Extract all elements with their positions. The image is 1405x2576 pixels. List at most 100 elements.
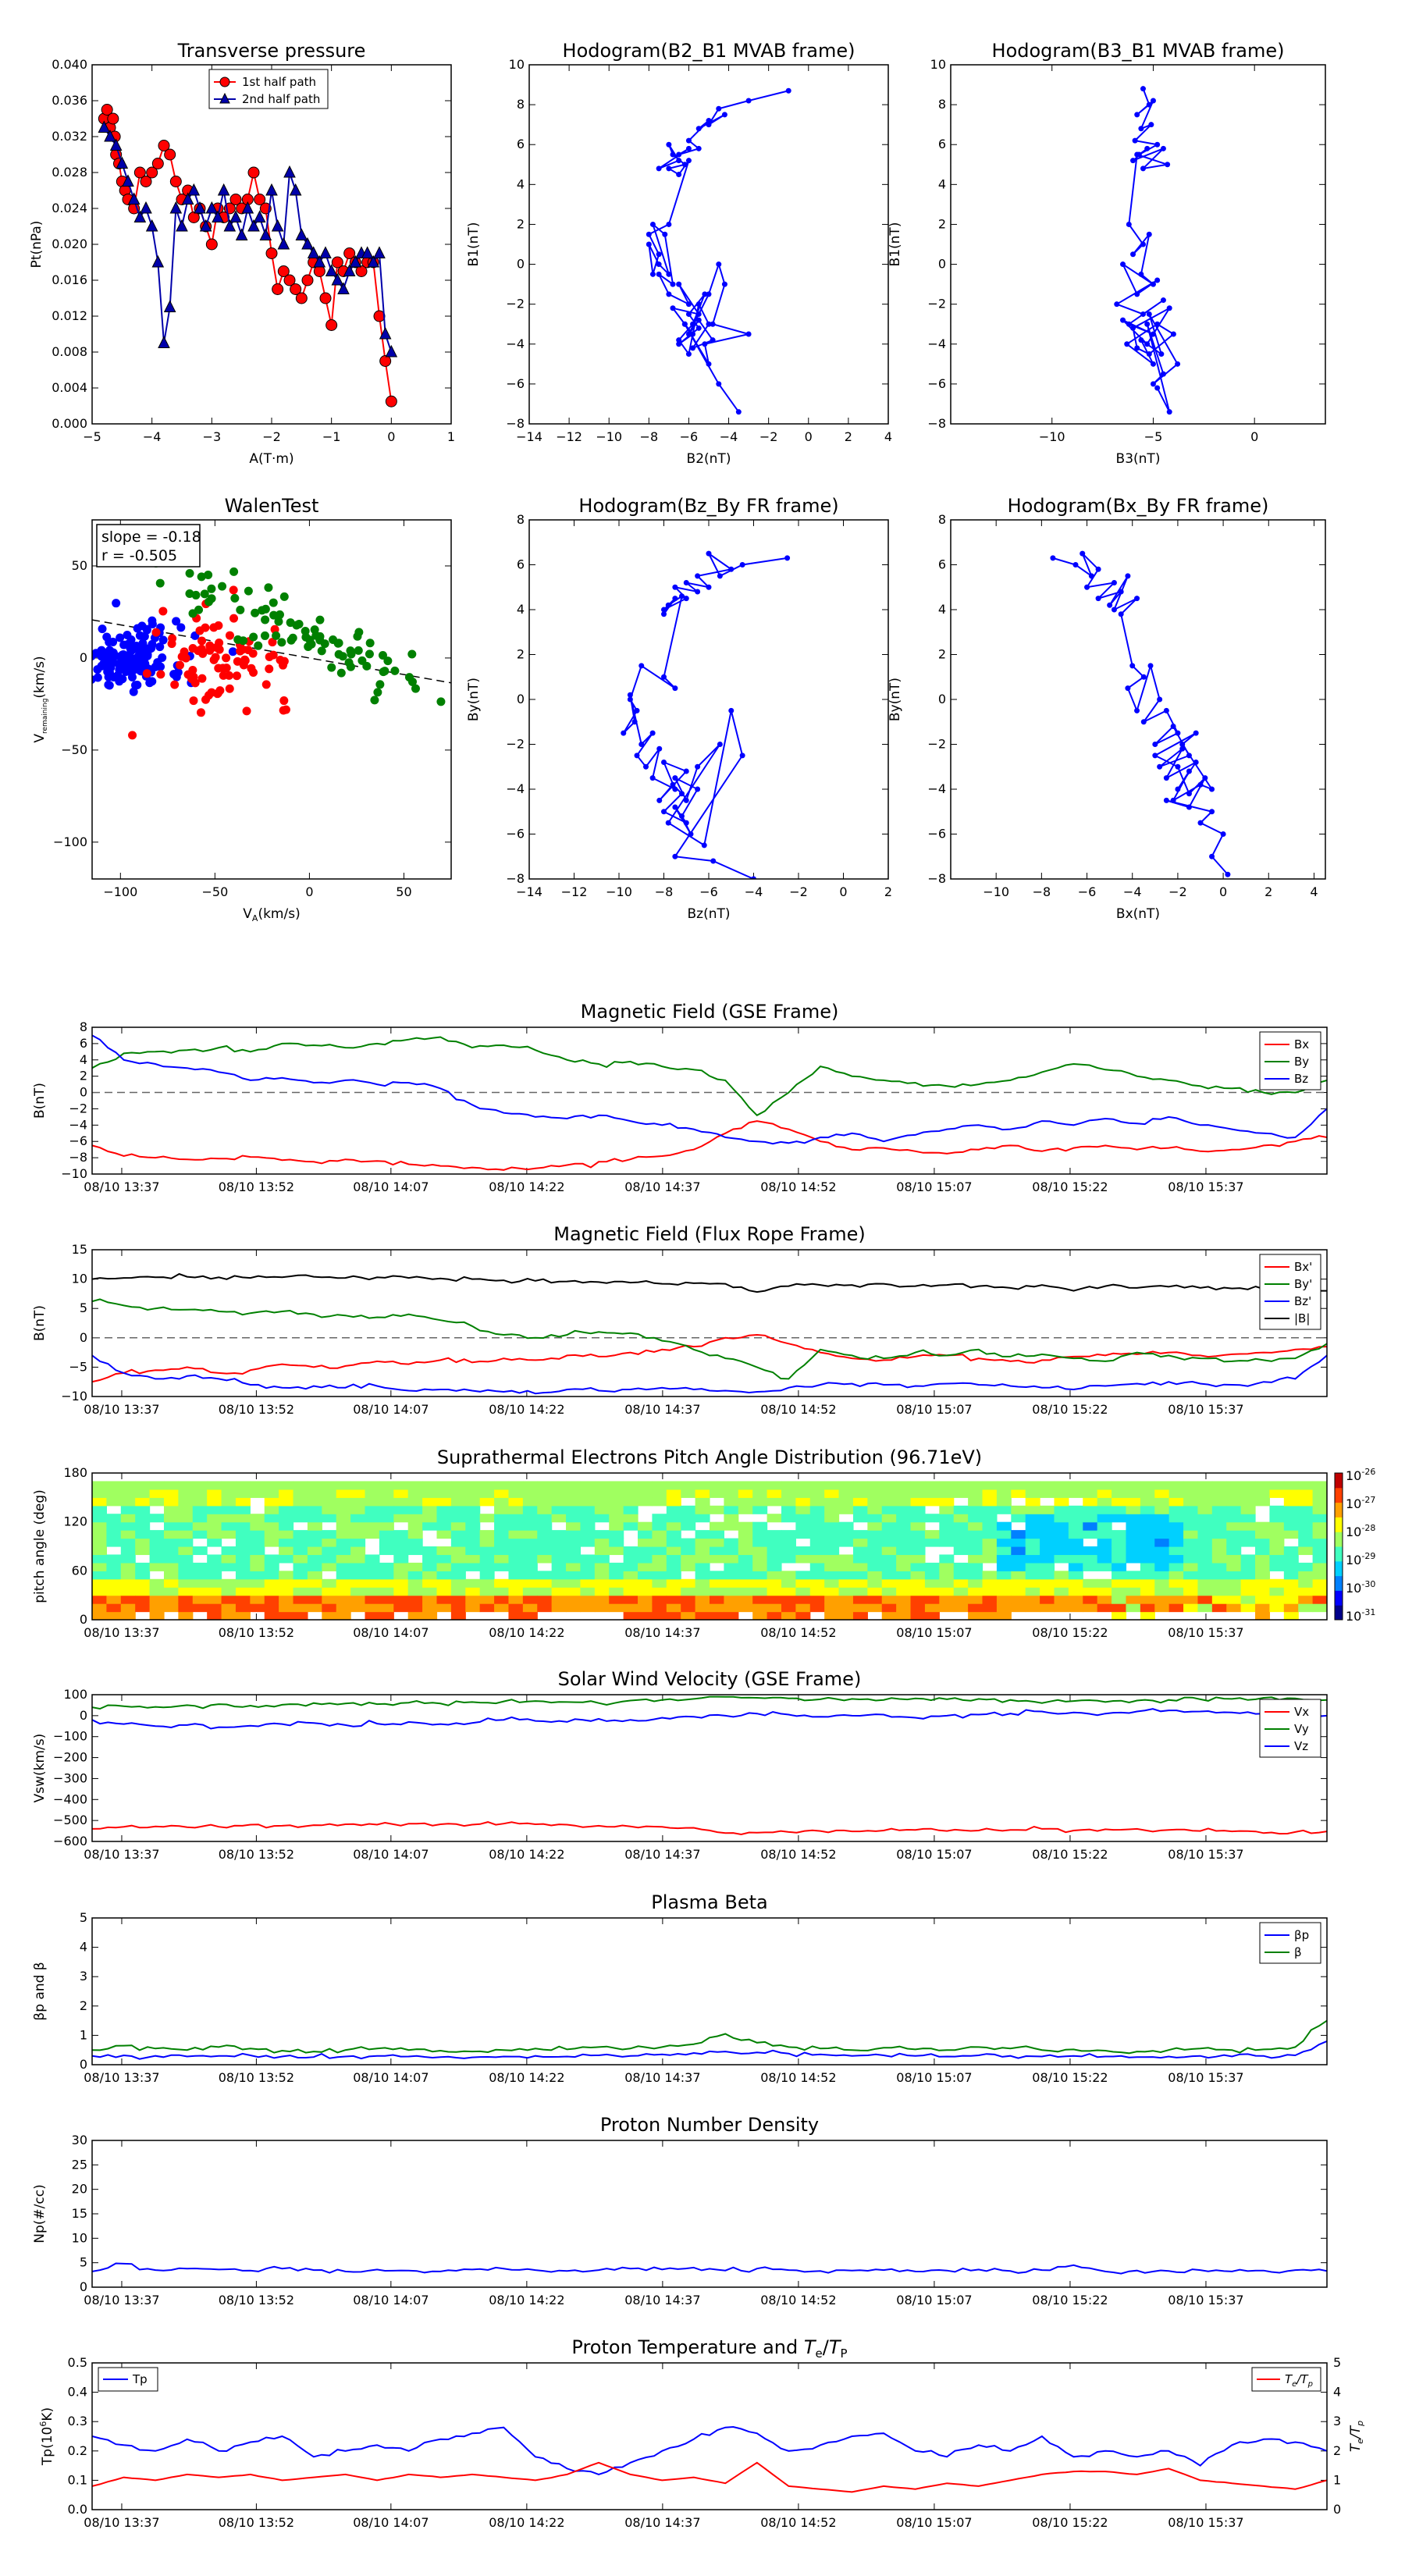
heatmap-cell [609, 1530, 624, 1539]
data-point [295, 292, 308, 304]
x-tick-label: 08/10 14:37 [624, 1402, 700, 1417]
heatmap-cell [135, 1538, 151, 1547]
heatmap-cell [838, 1611, 854, 1620]
heatmap-cell [235, 1571, 251, 1580]
heatmap-cell [135, 1603, 151, 1613]
heatmap-cell [996, 1611, 1012, 1620]
data-point [272, 283, 284, 295]
heatmap-cell [365, 1521, 380, 1531]
heatmap-cell [365, 1497, 380, 1507]
heatmap-cell [379, 1538, 394, 1547]
heatmap-cell [982, 1587, 998, 1596]
data-point [656, 797, 663, 803]
x-tick-label: 2 [884, 884, 892, 899]
heatmap-cell [881, 1489, 897, 1498]
scatter-point [176, 623, 186, 632]
heatmap-cell [508, 1497, 524, 1507]
heatmap-cell [192, 1489, 208, 1498]
x-tick-label: 08/10 14:37 [624, 2515, 700, 2530]
y-tick-label: −2 [927, 737, 946, 752]
heatmap-cell [293, 1505, 308, 1514]
heatmap-cell [652, 1578, 667, 1588]
scatter-point [265, 653, 274, 662]
heatmap-cell [896, 1554, 912, 1564]
heatmap-cell [681, 1603, 696, 1613]
heatmap-cell [235, 1611, 251, 1620]
heatmap-cell [465, 1578, 481, 1588]
heatmap-cell [666, 1595, 681, 1604]
x-tick-label: −4 [1123, 884, 1142, 899]
heatmap-cell [1140, 1489, 1155, 1498]
heatmap-cell [781, 1611, 796, 1620]
heatmap-cell [1025, 1538, 1040, 1547]
heatmap-cell [824, 1571, 840, 1580]
heatmap-cell [250, 1521, 265, 1531]
y-tick-label: 0.0 [68, 2502, 87, 2517]
scatter-point [102, 632, 112, 642]
heatmap-cell [336, 1562, 351, 1571]
heatmap-cell [522, 1611, 538, 1620]
heatmap-cell [336, 1571, 351, 1580]
heatmap-cell [393, 1578, 409, 1588]
heatmap-cell [221, 1481, 237, 1490]
heatmap-cell [92, 1595, 107, 1604]
legend-right: Te/Tp [1251, 2367, 1321, 2392]
scatter-point [128, 731, 137, 740]
heatmap-cell [681, 1578, 696, 1588]
heatmap-cell [681, 1505, 696, 1514]
heatmap-cell [1183, 1514, 1199, 1523]
data-point [229, 210, 242, 222]
series-line-2 [92, 1354, 1327, 1395]
legend-marker [219, 76, 230, 87]
heatmap-cell [681, 1514, 696, 1523]
heatmap-cell [1154, 1554, 1170, 1564]
heatmap-cell [1312, 1489, 1327, 1498]
data-point [1111, 580, 1117, 585]
heatmap-cell [1097, 1595, 1112, 1604]
panel-0: Transverse pressure−5 −4 −3 −2 −1 0 10.0000.00… [29, 40, 455, 467]
heatmap-cell [1183, 1497, 1199, 1507]
heatmap-cell [968, 1571, 984, 1580]
heatmap-cell [809, 1514, 825, 1523]
heatmap-cell [881, 1505, 897, 1514]
heatmap-cell [1097, 1546, 1112, 1556]
heatmap-cell [1255, 1489, 1271, 1498]
heatmap-cell [594, 1571, 610, 1580]
y-tick-label: 2 [938, 216, 946, 231]
heatmap-cell [939, 1578, 955, 1588]
heatmap-cell [609, 1497, 624, 1507]
x-tick-label: 4 [884, 429, 892, 444]
y-tick-label: −5 [69, 1359, 87, 1374]
heatmap-cell [824, 1587, 840, 1596]
heatmap-cell [666, 1546, 681, 1556]
heatmap-cell [1183, 1505, 1199, 1514]
heatmap-cell [494, 1554, 510, 1564]
heatmap-cell [1040, 1571, 1055, 1580]
legend-label-part: e [1292, 2380, 1297, 2389]
heatmap-cell [738, 1481, 753, 1490]
heatmap-cell [996, 1562, 1012, 1571]
heatmap-cell [710, 1578, 724, 1588]
heatmap-cell [365, 1554, 380, 1564]
heatmap-cell [1154, 1538, 1170, 1547]
heatmap-cell [738, 1521, 753, 1531]
scatter-point [76, 625, 84, 634]
series-line-1 [92, 1695, 1327, 1710]
heatmap-cell [652, 1554, 667, 1564]
data-point [223, 219, 237, 232]
heatmap-cell [1054, 1530, 1069, 1539]
heatmap-cell [479, 1595, 495, 1604]
heatmap-cell [235, 1481, 251, 1490]
heatmap-cell [1298, 1538, 1314, 1547]
legend-label-part: T [1300, 2372, 1309, 2386]
y-tick-label: −6 [927, 827, 946, 841]
heatmap-cell [221, 1514, 237, 1523]
heatmap-cell [738, 1538, 753, 1547]
heatmap-cell [350, 1489, 366, 1498]
heatmap-cell [1240, 1562, 1256, 1571]
heatmap-cell [1097, 1530, 1112, 1539]
heatmap-cell [1154, 1514, 1170, 1523]
heatmap-cell [1211, 1562, 1227, 1571]
heatmap-cell [1183, 1578, 1199, 1588]
